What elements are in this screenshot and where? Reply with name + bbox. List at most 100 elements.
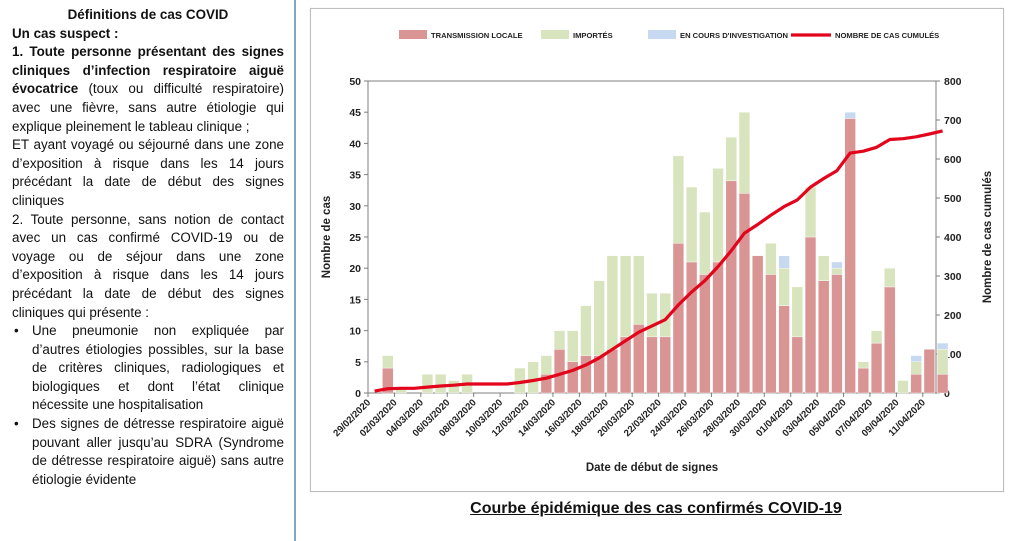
y-tick-label: 5 bbox=[355, 357, 361, 369]
bar-segment-local bbox=[778, 305, 790, 394]
suspect-case-heading: Un cas suspect : bbox=[12, 25, 119, 41]
y-tick-label: 10 bbox=[349, 326, 361, 338]
bar-segment-local bbox=[553, 349, 566, 394]
bullet-text-2: Des signes de détresse respiratoire aigu… bbox=[32, 416, 284, 487]
bar-segment-imported bbox=[527, 361, 539, 394]
bar-segment-investigation bbox=[936, 342, 949, 350]
x-axis-title: Date de début de signes bbox=[586, 462, 718, 474]
bar-segment-local bbox=[752, 255, 764, 394]
bar-segment-imported bbox=[884, 268, 896, 288]
bar-segment-imported bbox=[857, 361, 869, 369]
y-tick-label: 30 bbox=[349, 201, 361, 213]
bar-segment-imported bbox=[765, 243, 777, 275]
bar-segment-local bbox=[646, 336, 658, 394]
y-tick-label: 40 bbox=[349, 138, 361, 150]
y-tick-label: 0 bbox=[355, 388, 361, 400]
y-tick-label: 50 bbox=[349, 76, 361, 88]
criterion-1-rest: (toux ou difficulté respiratoire) avec u… bbox=[12, 81, 284, 134]
cumulative-line bbox=[374, 129, 943, 393]
legend-swatch bbox=[648, 30, 676, 39]
bullet-item: • Des signes de détresse respiratoire aig… bbox=[12, 415, 284, 489]
bar-segment-investigation bbox=[778, 255, 790, 269]
bar-segment-local bbox=[818, 280, 830, 394]
bar-segment-imported bbox=[580, 305, 592, 356]
bar-segment-imported bbox=[778, 268, 790, 306]
y2-tick-label: 500 bbox=[944, 193, 962, 205]
bar-segment-local bbox=[857, 367, 869, 394]
bar-segment-local bbox=[936, 374, 949, 394]
bar-segment-local bbox=[804, 236, 817, 394]
bar-segment-imported bbox=[382, 355, 394, 369]
bar-segment-local bbox=[686, 261, 698, 394]
bar-segment-local bbox=[567, 361, 579, 394]
bar-segment-imported bbox=[791, 286, 803, 338]
bar-segment-local bbox=[672, 243, 685, 394]
y-tick-label: 35 bbox=[349, 170, 361, 182]
bar-segment-local bbox=[765, 274, 777, 394]
legend-swatch bbox=[399, 30, 427, 39]
bar-segment-local bbox=[659, 336, 671, 394]
bar-segment-imported bbox=[725, 136, 737, 182]
bar-segment-imported bbox=[593, 280, 605, 356]
bar-segment-imported bbox=[831, 268, 843, 275]
y-tick-label: 20 bbox=[349, 263, 361, 275]
bar-segment-imported bbox=[619, 255, 632, 338]
chart-svg: 0510152025303540455001002003004005006007… bbox=[321, 30, 994, 474]
y2-tick-label: 0 bbox=[944, 388, 950, 400]
bullet-icon: • bbox=[14, 323, 19, 339]
bar-segment-imported bbox=[672, 155, 685, 244]
criterion-2: 2. Toute personne, sans notion de contac… bbox=[12, 211, 284, 320]
bar-segment-local bbox=[791, 336, 803, 394]
bar-segment-imported bbox=[606, 255, 618, 350]
bar-segment-local bbox=[831, 274, 843, 394]
bar-segment-imported bbox=[567, 330, 579, 363]
legend-label: IMPORTÉS bbox=[573, 31, 613, 40]
y-tick-label: 45 bbox=[349, 107, 361, 119]
bar-segment-local bbox=[619, 336, 632, 394]
y-axis-title: Nombre de cas bbox=[321, 196, 333, 278]
bar-segment-imported bbox=[818, 255, 830, 281]
epidemic-chart: 0 5 10 15 20 25 30 35 40 45 50 0 100 200 300 400 500 600 7… bbox=[310, 8, 1004, 492]
legend-swatch bbox=[541, 30, 569, 39]
bar-segment-local bbox=[606, 349, 618, 394]
bar-segment-imported bbox=[553, 330, 566, 350]
y2-axis-title: Nombre de cas cumulés bbox=[982, 171, 994, 303]
bar-segment-imported bbox=[910, 361, 922, 375]
bar-segment-imported bbox=[686, 186, 698, 263]
bar-segment-local bbox=[725, 180, 737, 394]
bar-segment-local bbox=[870, 342, 883, 394]
chart-caption-text: Courbe épidémique des cas confirmés COVI… bbox=[470, 500, 842, 517]
bar-segment-investigation bbox=[910, 355, 922, 362]
bar-segment-imported bbox=[712, 168, 724, 263]
bar-segment-imported bbox=[936, 349, 949, 375]
legend-label: NOMBRE DE CAS CUMULÉS bbox=[835, 31, 939, 40]
bar-segment-imported bbox=[421, 374, 434, 394]
bar-segment-imported bbox=[699, 211, 711, 275]
bar-segment-investigation bbox=[844, 111, 856, 119]
bar-segment-investigation bbox=[831, 261, 843, 269]
bar-segment-imported bbox=[870, 330, 883, 344]
bar-segment-imported bbox=[804, 186, 817, 238]
bar-segment-local bbox=[699, 274, 711, 394]
bar-segment-imported bbox=[633, 255, 645, 325]
criterion-1-travel: ET ayant voyagé ou séjourné dans une zon… bbox=[12, 137, 284, 208]
bar-segment-local bbox=[910, 374, 922, 394]
y-tick-label: 25 bbox=[349, 232, 361, 244]
bullet-text-1: Une pneumonie non expliquée par d’autres… bbox=[32, 323, 284, 413]
bar-segment-local bbox=[738, 193, 751, 394]
y2-tick-label: 800 bbox=[944, 76, 962, 88]
y2-tick-label: 200 bbox=[944, 310, 962, 322]
bar-segment-imported bbox=[897, 380, 909, 394]
criterion-1-bold: 1. Toute personne présentant des signes … bbox=[12, 44, 284, 97]
y2-tick-label: 600 bbox=[944, 154, 962, 166]
legend-label: EN COURS D'INVESTIGATION bbox=[680, 31, 788, 40]
bar-segment-imported bbox=[738, 111, 751, 194]
y2-tick-label: 700 bbox=[944, 115, 962, 127]
y2-tick-label: 300 bbox=[944, 271, 962, 283]
y2-tick-label: 400 bbox=[944, 232, 962, 244]
bar-segment-imported bbox=[646, 292, 658, 338]
bar-segment-local bbox=[712, 261, 724, 394]
criterion-1: 1. Toute personne présentant des signes … bbox=[12, 43, 284, 136]
bullet-icon: • bbox=[14, 416, 19, 432]
bar-segment-local bbox=[884, 286, 896, 394]
